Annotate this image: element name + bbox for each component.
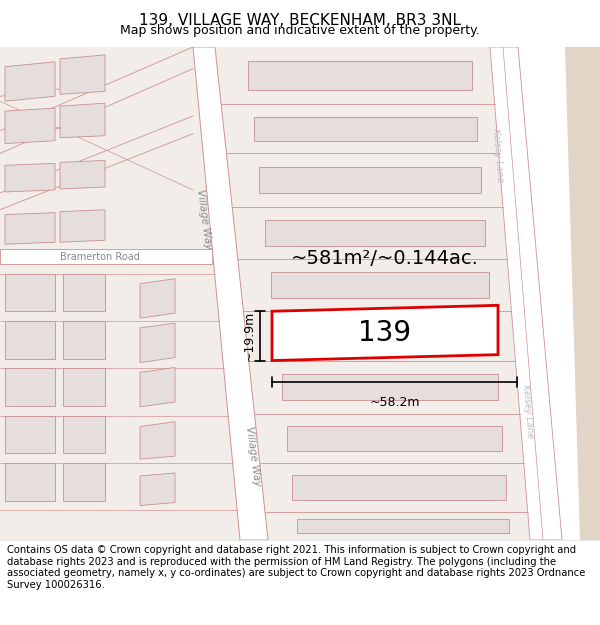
Polygon shape [271,272,490,298]
Polygon shape [287,426,502,451]
Polygon shape [5,163,55,192]
Polygon shape [193,47,268,540]
Polygon shape [0,47,240,540]
Polygon shape [565,47,600,540]
Polygon shape [63,416,105,453]
Polygon shape [5,274,55,311]
Polygon shape [5,321,55,359]
Text: 139: 139 [358,319,412,347]
Text: Map shows position and indicative extent of the property.: Map shows position and indicative extent… [120,24,480,37]
Polygon shape [60,103,105,138]
Text: ~19.9m: ~19.9m [243,311,256,361]
Text: Kelsey Lane: Kelsey Lane [521,384,535,439]
Polygon shape [265,220,485,246]
Polygon shape [5,62,55,101]
Polygon shape [490,47,562,540]
Polygon shape [5,213,55,244]
Polygon shape [5,416,55,453]
Polygon shape [140,368,175,407]
Polygon shape [140,473,175,506]
Polygon shape [140,323,175,362]
Polygon shape [5,463,55,501]
Polygon shape [259,167,481,193]
Polygon shape [5,368,55,406]
Text: Kelsey Lane: Kelsey Lane [491,128,505,182]
Polygon shape [60,161,105,189]
Text: Bramerton Road: Bramerton Road [60,251,140,261]
Text: ~58.2m: ~58.2m [370,396,420,409]
Polygon shape [60,55,105,94]
Polygon shape [281,374,497,401]
Polygon shape [5,108,55,144]
Text: 139, VILLAGE WAY, BECKENHAM, BR3 3NL: 139, VILLAGE WAY, BECKENHAM, BR3 3NL [139,13,461,28]
Polygon shape [140,422,175,459]
Polygon shape [254,116,476,141]
Text: Contains OS data © Crown copyright and database right 2021. This information is : Contains OS data © Crown copyright and d… [7,545,586,590]
Text: ~581m²/~0.144ac.: ~581m²/~0.144ac. [291,249,479,269]
Polygon shape [215,47,530,540]
Polygon shape [0,249,212,264]
Polygon shape [63,368,105,406]
Polygon shape [248,61,472,90]
Polygon shape [292,476,506,500]
Polygon shape [296,519,509,533]
Polygon shape [272,306,498,361]
Polygon shape [60,210,105,242]
Polygon shape [63,274,105,311]
Polygon shape [63,321,105,359]
Polygon shape [140,279,175,318]
Text: Village Way: Village Way [244,426,262,487]
Text: Village Way: Village Way [195,189,213,250]
Polygon shape [63,463,105,501]
Polygon shape [276,324,493,348]
